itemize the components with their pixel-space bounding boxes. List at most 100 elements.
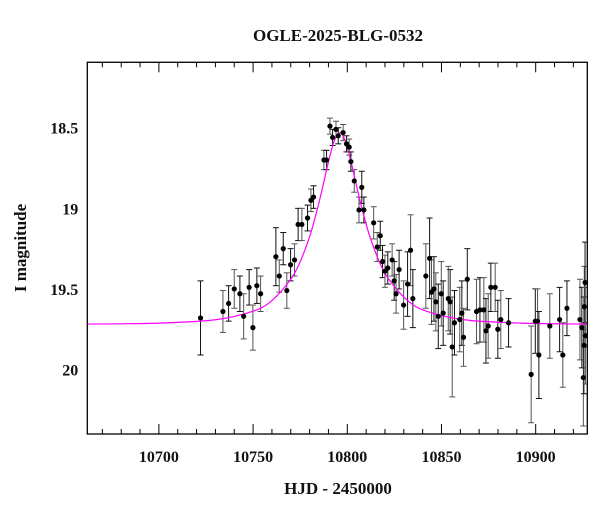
data-point xyxy=(396,266,402,273)
data-point xyxy=(495,326,501,332)
data-point xyxy=(237,291,243,297)
data-point xyxy=(483,328,489,334)
data-point xyxy=(393,291,399,297)
data-point xyxy=(273,254,279,260)
data-point xyxy=(459,310,465,316)
y-axis-label: I magnitude xyxy=(11,203,30,292)
data-point xyxy=(492,284,498,290)
data-point xyxy=(359,184,365,190)
data-point xyxy=(401,302,407,308)
data-point xyxy=(581,304,587,310)
error-bars xyxy=(197,117,588,427)
data-point xyxy=(498,316,504,323)
data-point xyxy=(547,323,553,329)
data-point xyxy=(291,257,298,263)
data-point xyxy=(246,284,252,290)
data-point xyxy=(528,371,534,377)
data-point xyxy=(485,323,491,329)
data-point xyxy=(505,320,512,326)
x-tick-label: 10800 xyxy=(327,449,367,466)
data-point xyxy=(276,273,282,279)
data-point xyxy=(536,352,542,358)
data-point xyxy=(449,344,455,350)
data-point xyxy=(356,207,362,213)
data-point xyxy=(451,320,458,326)
data-point xyxy=(348,158,354,165)
data-point xyxy=(423,273,429,279)
data-point xyxy=(225,300,232,307)
data-point xyxy=(304,215,311,221)
data-point xyxy=(241,313,247,319)
data-point xyxy=(582,279,588,286)
x-tick-label: 10700 xyxy=(139,449,179,466)
data-point xyxy=(391,278,397,284)
data-point xyxy=(250,325,256,331)
data-point xyxy=(284,287,290,294)
data-point xyxy=(580,374,586,381)
data-point xyxy=(374,244,380,250)
data-point xyxy=(371,220,377,226)
data-point xyxy=(427,255,433,261)
data-point xyxy=(361,207,367,213)
data-point xyxy=(582,333,588,339)
data-point xyxy=(335,133,341,139)
data-point xyxy=(351,178,357,184)
data-point xyxy=(346,144,352,150)
data-point xyxy=(477,307,483,313)
data-point xyxy=(333,126,339,132)
data-point xyxy=(440,310,446,316)
y-tick-label: 19 xyxy=(62,201,78,218)
data-point xyxy=(581,342,587,348)
data-point xyxy=(579,325,585,331)
data-point xyxy=(299,221,305,228)
x-tick-label: 10750 xyxy=(233,449,273,466)
data-point xyxy=(220,308,226,315)
data-point xyxy=(433,299,439,305)
data-point xyxy=(377,233,383,239)
y-tick-label: 20 xyxy=(62,363,78,380)
data-point xyxy=(329,134,336,141)
data-point xyxy=(464,276,470,282)
data-point xyxy=(410,296,416,302)
axis-ticks xyxy=(101,62,574,434)
data-point xyxy=(379,258,386,265)
data-point xyxy=(295,221,301,228)
data-point xyxy=(431,286,437,292)
data-point xyxy=(340,129,346,136)
data-point xyxy=(254,283,260,289)
data-point xyxy=(310,194,317,200)
data-point xyxy=(564,305,570,311)
data-point xyxy=(460,334,467,340)
data-point xyxy=(385,265,391,271)
data-point xyxy=(323,157,330,163)
data-point xyxy=(534,318,541,324)
data-point xyxy=(457,316,463,323)
data-point xyxy=(258,291,264,297)
y-tick-label: 19.5 xyxy=(50,282,78,299)
chart-title: OGLE-2025-BLG-0532 xyxy=(253,26,423,45)
tick-labels: 10700 10750 10800 10850 10900 18.5 19 19.5 20 xyxy=(50,121,555,466)
data-point xyxy=(435,313,441,319)
data-points xyxy=(197,123,588,381)
data-point xyxy=(327,123,333,129)
data-point xyxy=(287,262,294,268)
data-point xyxy=(560,352,566,358)
data-point xyxy=(280,246,286,252)
data-point xyxy=(481,307,487,313)
data-point xyxy=(231,286,237,292)
data-point xyxy=(577,316,583,323)
data-point xyxy=(557,316,563,323)
data-point xyxy=(197,315,204,321)
x-tick-label: 10900 xyxy=(516,449,556,466)
model-curve xyxy=(87,132,588,325)
x-axis-label: HJD - 2450000 xyxy=(284,479,392,498)
data-point xyxy=(404,281,411,287)
plot-area xyxy=(87,117,588,427)
y-tick-label: 18.5 xyxy=(50,121,78,138)
x-tick-label: 10850 xyxy=(421,449,461,466)
data-point xyxy=(488,284,494,290)
data-point xyxy=(438,291,444,297)
data-point xyxy=(389,257,395,263)
plot-frame xyxy=(86,61,588,435)
